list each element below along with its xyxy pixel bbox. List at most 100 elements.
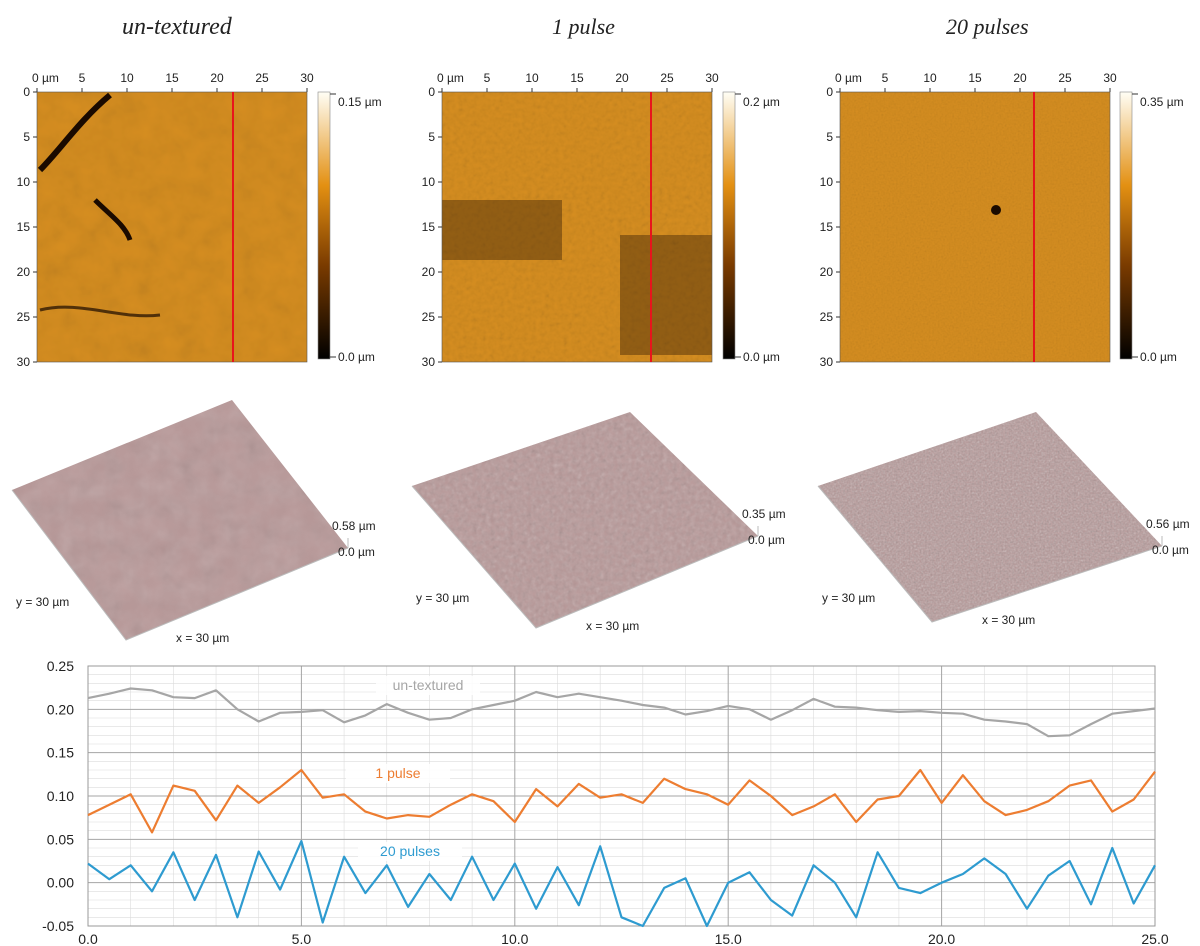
surface-height-label: 0.58 µm (332, 519, 376, 533)
surface-y-label: y = 30 µm (822, 591, 875, 605)
panel-1-pulse: 0 µm 5 10 15 20 25 30 0 5 10 15 20 25 30 0.2 µm 0.0 µm 0… (411, 71, 786, 633)
x-tick-label: 10 (923, 71, 937, 85)
colorbar-max-label: 0.2 µm (743, 95, 780, 109)
chart-series (87, 687, 1156, 928)
dark-region (620, 235, 712, 355)
y-tick-label: 15 (422, 220, 436, 234)
surface-base-label: 0.0 µm (1152, 543, 1189, 557)
x-tick-label: 25 (1058, 71, 1072, 85)
y-tick-label: 0 (428, 85, 435, 99)
chart-axes: 0.25 0.20 0.15 0.10 0.05 0.00 -0.05 0.0 5.0 10.0 1… (42, 658, 1169, 946)
x-tick-label: 10 (120, 71, 134, 85)
y-tick-label: 0.05 (47, 831, 74, 847)
x-tick-label: 20.0 (928, 931, 955, 946)
y-tick-label: 25 (422, 310, 436, 324)
colorbar (317, 91, 331, 360)
y-tick-label: 0.00 (47, 875, 74, 891)
x-tick-label: 0.0 (78, 931, 98, 946)
x-tick-label: 0 µm (835, 71, 862, 85)
surface-3d (11, 400, 349, 641)
series-label-bg (376, 676, 480, 695)
y-tick-label: 10 (422, 175, 436, 189)
afm-panels: 0 µm 5 10 15 20 25 30 0 5 10 15 20 25 30 0.15 µm 0.0 µm… (11, 71, 1190, 645)
chart-series-labels: un-textured 1 pulse 20 pulses (346, 676, 480, 861)
y-tick-label: 25 (17, 310, 31, 324)
plot-area-frame (87, 665, 1156, 927)
y-tick-label: 5 (23, 130, 30, 144)
colorbar (1119, 91, 1133, 360)
x-tick-label: 30 (300, 71, 314, 85)
y-tick-label: 15 (17, 220, 31, 234)
surface-3d (817, 412, 1163, 623)
x-tick-label: 0 µm (437, 71, 464, 85)
surface-base-label: 0.0 µm (748, 533, 785, 547)
x-tick-label: 5 (882, 71, 889, 85)
series-label-bg (346, 764, 450, 783)
x-tick-label: 30 (1103, 71, 1117, 85)
surface-y-label: y = 30 µm (16, 595, 69, 609)
series-line-0 (87, 687, 1156, 738)
height-map (37, 92, 307, 362)
colorbar-max-label: 0.35 µm (1140, 95, 1184, 109)
y-tick-label: 30 (17, 355, 31, 369)
x-tick-label: 20 (1013, 71, 1027, 85)
surface-height-label: 0.56 µm (1146, 517, 1190, 531)
x-tick-label: 5 (79, 71, 86, 85)
y-tick-label: 10 (17, 175, 31, 189)
x-tick-label: 0 µm (32, 71, 59, 85)
y-tick-label: 20 (820, 265, 834, 279)
chart-grid (87, 665, 1156, 927)
surface-x-label: x = 30 µm (176, 631, 229, 645)
y-tick-label: 0.25 (47, 658, 74, 674)
series-line-2 (87, 840, 1156, 928)
colorbar-max-label: 0.15 µm (338, 95, 382, 109)
y-tick-label: 30 (422, 355, 436, 369)
x-tick-label: 30 (705, 71, 719, 85)
x-tick-label: 15.0 (715, 931, 742, 946)
panel-title-20-pulses: 20 pulses (946, 14, 1029, 39)
x-tick-label: 20 (210, 71, 224, 85)
series-label: 20 pulses (380, 843, 440, 859)
crack-feature (39, 305, 161, 318)
x-tick-label: 10.0 (501, 931, 528, 946)
x-tick-label: 25.0 (1141, 931, 1168, 946)
y-tick-label: 10 (820, 175, 834, 189)
y-tick-label: 15 (820, 220, 834, 234)
surface-x-label: x = 30 µm (586, 619, 639, 633)
surface-base-label: 0.0 µm (338, 545, 375, 559)
crack-feature (93, 198, 133, 241)
panel-title-untextured: un-textured (122, 14, 232, 40)
y-tick-label: -0.05 (42, 918, 74, 934)
y-tick-label: 30 (820, 355, 834, 369)
y-tick-label: 25 (820, 310, 834, 324)
panel-title-1-pulse: 1 pulse (552, 14, 615, 39)
surface-x-label: x = 30 µm (982, 613, 1035, 627)
y-tick-label: 0.20 (47, 701, 74, 717)
x-tick-label: 10 (525, 71, 539, 85)
colorbar-min-label: 0.0 µm (338, 350, 375, 364)
y-tick-label: 5 (428, 130, 435, 144)
colorbar-min-label: 0.0 µm (1140, 350, 1177, 364)
x-tick-label: 15 (570, 71, 584, 85)
series-line-1 (87, 768, 1156, 834)
x-tick-label: 20 (615, 71, 629, 85)
series-label: 1 pulse (375, 765, 420, 781)
x-tick-label: 15 (165, 71, 179, 85)
y-tick-label: 0.15 (47, 745, 74, 761)
panel-untextured: 0 µm 5 10 15 20 25 30 0 5 10 15 20 25 30 0.15 µm 0.0 µm… (11, 71, 382, 645)
series-label: un-textured (393, 677, 464, 693)
surface-3d (411, 412, 759, 629)
line-profile-chart: 0.25 0.20 0.15 0.10 0.05 0.00 -0.05 0.0 5.0 10.0 1… (42, 658, 1169, 946)
panel-20-pulses: 0 µm 5 10 15 20 25 30 0 5 10 15 20 25 30 0.35 µm 0.0 µm… (817, 71, 1190, 627)
surface-y-label: y = 30 µm (416, 591, 469, 605)
surface-height-label: 0.35 µm (742, 507, 786, 521)
series-label-bg (358, 842, 462, 861)
crack-feature (37, 92, 112, 173)
x-tick-label: 5 (484, 71, 491, 85)
y-tick-label: 0 (826, 85, 833, 99)
x-tick-label: 25 (255, 71, 269, 85)
dark-region (442, 200, 562, 260)
y-tick-label: 20 (17, 265, 31, 279)
x-tick-label: 5.0 (292, 931, 312, 946)
height-map (840, 92, 1110, 362)
